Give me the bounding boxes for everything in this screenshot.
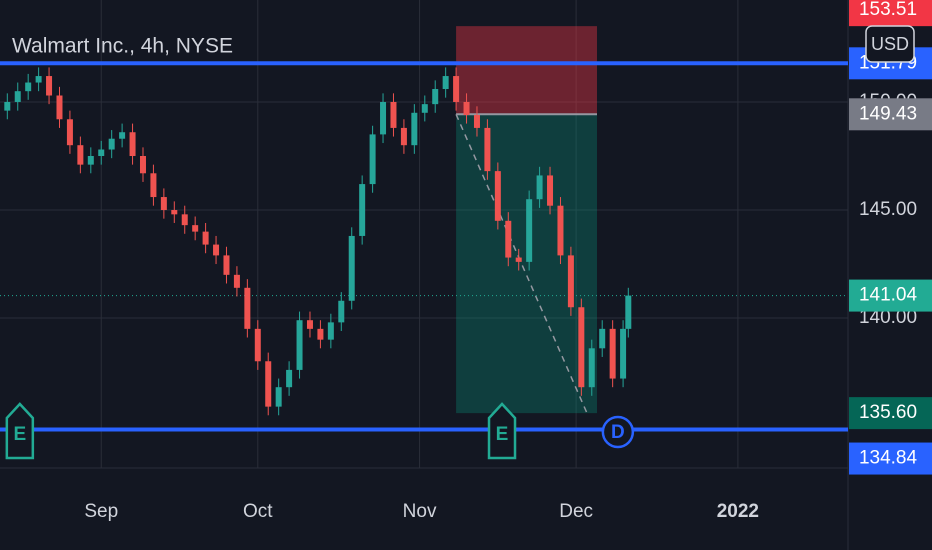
candle-body [578,307,585,388]
candle-body [453,76,460,102]
grid [0,0,848,468]
candle-body [223,255,230,275]
currency-button[interactable] [865,25,915,63]
candle-body [432,89,439,105]
candle-body [411,112,418,146]
price-label: 134.84 [859,448,918,469]
candle-body [547,175,554,206]
candle-body [567,255,574,308]
candle-body [625,295,632,329]
marker-label: E [496,424,509,445]
candle-body [348,235,355,301]
candle-body [442,76,449,90]
candle-body [4,101,11,111]
candle-body [98,149,105,156]
axes: SepOctNovDec2022140.00145.00150.00153.51… [84,0,932,522]
candle-body [620,328,627,379]
candle-body [275,387,282,407]
candle-body [66,119,73,146]
price-label-box [849,397,932,430]
price-label-box [849,442,932,475]
candle-body [609,328,616,379]
candle-body [317,328,324,340]
candle-body [421,104,428,113]
candle-body [265,361,272,407]
candle-body [400,127,407,146]
candle-body [296,320,303,370]
candle-body [171,210,178,215]
price-label: 135.60 [859,402,917,423]
candle-body [505,220,512,258]
candle-body [244,287,251,329]
candle-body [14,91,21,102]
currency-label: USD [871,34,909,54]
y-tick-label: 140.00 [859,307,917,328]
price-lines [0,61,848,432]
candle-body [557,205,564,256]
candle-body [536,175,543,200]
candle-body [139,156,146,174]
candle-body [129,132,136,156]
marker-label: D [611,422,625,443]
stop-zone [456,26,597,115]
candle-body [463,101,470,115]
x-tick-label: Oct [243,501,273,522]
candle-body [526,199,533,262]
y-tick-label: 145.00 [859,199,917,220]
candle-body [160,197,167,211]
candle-body [484,127,491,172]
candle-body [390,101,397,128]
candle-body [25,82,32,92]
position-tool [455,26,597,414]
candle-body [338,300,345,323]
x-tick-label: Sep [84,501,118,522]
candle-body [599,328,606,349]
earnings-marker[interactable] [487,402,517,460]
candle-body [254,328,261,362]
chart-title: Walmart Inc., 4h, NYSE [12,35,233,58]
candle-body [359,184,366,236]
candle-body [87,156,94,165]
dividend-marker[interactable] [601,415,635,449]
candle-body [494,171,501,221]
candles [4,67,632,416]
x-tick-label: 2022 [717,501,759,522]
candle-body [213,244,220,256]
price-label-box [849,279,932,312]
earnings-marker[interactable] [5,402,35,460]
candle-body [35,76,42,83]
candle-body [369,134,376,185]
candle-body [327,322,334,340]
candle-body [202,231,209,245]
candle-body [108,138,115,150]
price-label: 141.04 [859,285,918,306]
price-label: 153.51 [859,0,917,20]
price-label-box [849,0,932,27]
x-tick-label: Nov [403,501,437,522]
candle-body [286,369,293,388]
candle-body [306,320,313,329]
candle-body [46,76,53,96]
candle-body [473,114,480,128]
x-tick-label: Dec [559,501,593,522]
candle-body [233,274,240,288]
candle-body [380,101,387,135]
candle-body [77,145,84,165]
candle-body [181,214,188,226]
candle-body [56,95,63,120]
target-zone [456,114,597,414]
candle-body [515,257,522,262]
candle-body [588,348,595,388]
candle-body [150,173,157,198]
candle-body [119,132,126,139]
candle-body [192,225,199,232]
marker-label: E [13,424,26,445]
price-label-box [849,98,932,131]
price-label: 149.43 [859,103,917,124]
